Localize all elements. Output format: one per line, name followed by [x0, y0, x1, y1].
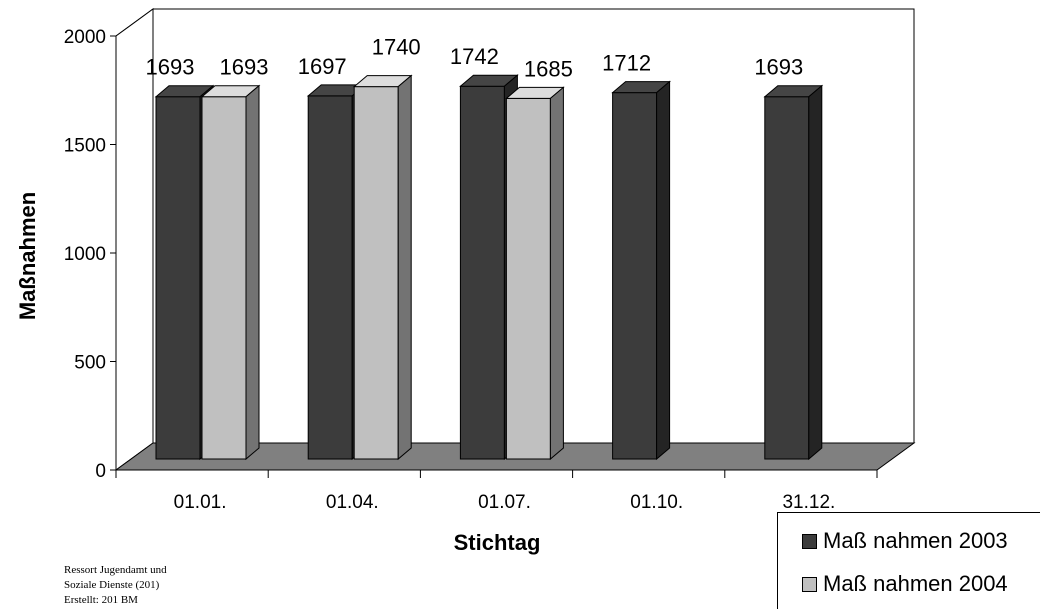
y-tick-label: 0 [95, 461, 106, 482]
bar-front [155, 96, 201, 460]
footnote: Ressort Jugendamt und Soziale Dienste (2… [64, 563, 167, 608]
x-tick-label: 01.10. [630, 492, 683, 513]
y-tick-label: 1500 [64, 136, 106, 157]
bar-front [201, 96, 247, 460]
bars [154, 74, 824, 461]
bar-side [656, 80, 671, 461]
data-label: 1740 [372, 35, 421, 60]
data-label: 1693 [220, 55, 269, 80]
x-axis-title: Stichtag [454, 530, 541, 555]
x-tick-label: 01.07. [478, 492, 531, 513]
bar-front [505, 97, 551, 460]
bar-01.07.-1 [505, 86, 565, 461]
data-label: 1693 [146, 55, 195, 80]
bar-front [307, 95, 353, 460]
bar-front [764, 96, 810, 460]
data-labels: 1693 1693 1697 1740 1742 1685 1712 1693 [146, 35, 804, 82]
data-label: 1742 [450, 44, 499, 69]
bar-side [397, 74, 412, 461]
y-tick-label: 1000 [64, 244, 106, 265]
bar-side [549, 86, 564, 461]
bar-01.01.-1 [200, 84, 261, 461]
footnote-line-3: Erstellt: 201 BM [64, 594, 138, 606]
y-tick-label: 500 [74, 353, 106, 374]
bar-01.04.-1 [352, 74, 413, 461]
bar-side [808, 84, 823, 461]
legend-swatch-2004 [802, 576, 817, 592]
data-label: 1697 [298, 54, 347, 79]
data-label: 1693 [754, 55, 803, 80]
bar-front [353, 86, 399, 460]
footnote-line-1: Ressort Jugendamt und [64, 564, 167, 576]
bar-front [612, 92, 658, 460]
x-axis: 01.01. 01.04. 01.07. 01.10. 31.12. [115, 469, 878, 513]
legend-swatch-2003 [802, 533, 817, 549]
legend-label-2004: Maß nahmen 2004 [823, 571, 1008, 596]
footnote-line-2: Soziale Dienste (201) [64, 579, 160, 591]
y-axis-title: Maßnahmen [15, 192, 40, 320]
data-label: 1685 [524, 56, 573, 81]
x-tick-label: 01.01. [174, 492, 227, 513]
bar-31.12.-0 [763, 84, 824, 461]
data-label: 1712 [602, 51, 651, 76]
y-tick-label: 2000 [64, 27, 106, 48]
y-axis: 0 500 1000 1500 2000 [64, 27, 117, 482]
x-tick-label: 31.12. [782, 492, 835, 513]
bar-side [245, 84, 260, 461]
x-tick-label: 01.04. [326, 492, 379, 513]
legend-item-2003: Maß nahmen 2003 [802, 528, 1008, 554]
legend-item-2004: Maß nahmen 2004 [802, 571, 1008, 597]
bar-01.10.-0 [611, 80, 671, 461]
legend: Maß nahmen 2003 Maß nahmen 2004 [777, 512, 1040, 609]
bar-front [459, 85, 505, 460]
legend-label-2003: Maß nahmen 2003 [823, 528, 1008, 553]
